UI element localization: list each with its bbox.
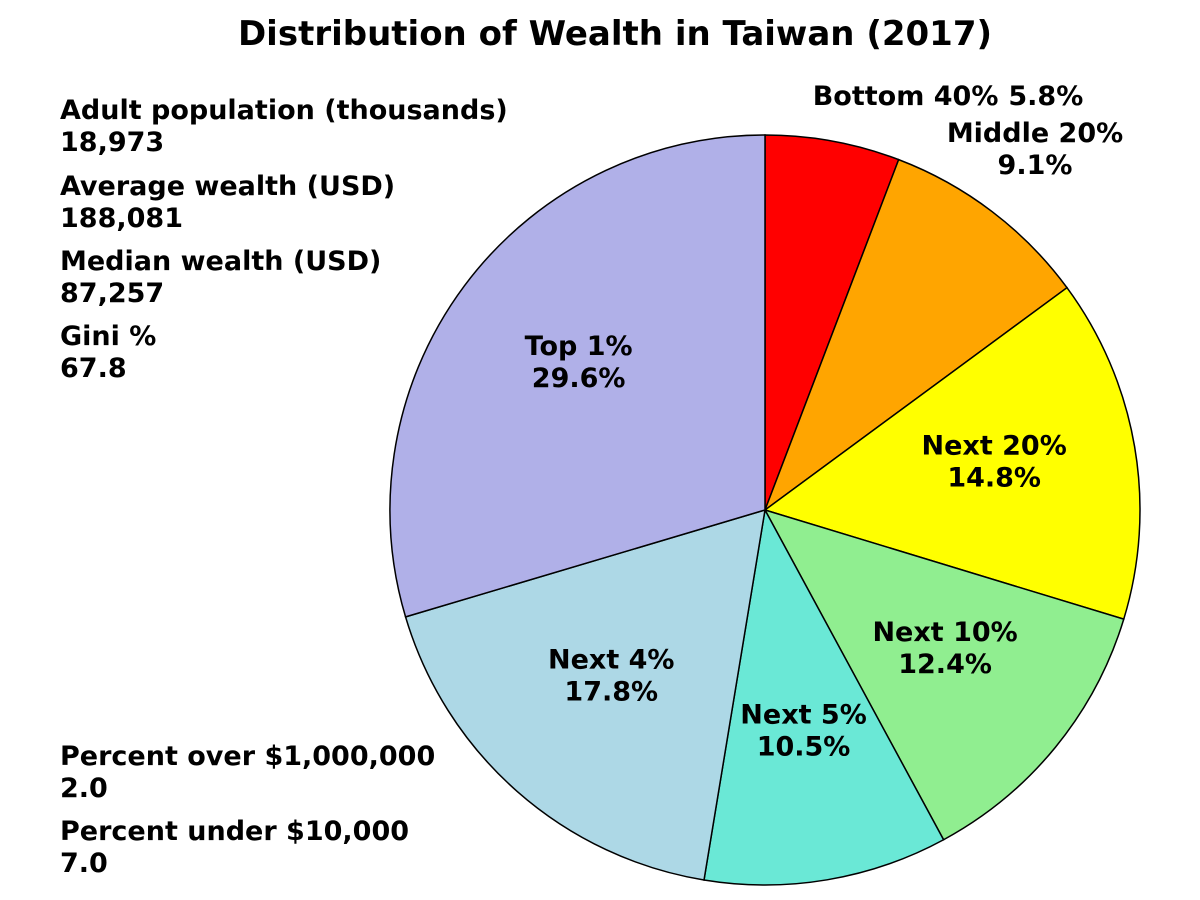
slice-value: 12.4%: [898, 649, 992, 680]
slice-value: 17.8%: [564, 676, 658, 707]
pie-slice: [389, 134, 766, 618]
stat-value: 7.0: [60, 848, 108, 879]
pie-slice: [404, 508, 766, 881]
slice-name: Middle 20%: [947, 118, 1123, 149]
slice-name: Bottom 40%: [813, 81, 999, 112]
stat-value: 18,973: [60, 127, 164, 158]
slice-value: 5.8%: [1008, 81, 1083, 112]
chart-title: Distribution of Wealth in Taiwan (2017): [238, 14, 992, 54]
slice-value: 10.5%: [757, 731, 851, 762]
stat-label: Average wealth (USD): [60, 171, 395, 202]
slice-name: Next 20%: [922, 431, 1067, 462]
slice-value: 9.1%: [998, 150, 1073, 181]
slice-name: Next 4%: [548, 644, 674, 675]
slice-name: Next 10%: [872, 617, 1017, 648]
stat-label: Percent over $1,000,000: [60, 741, 435, 772]
stat-value: 87,257: [60, 278, 164, 309]
stat-label: Gini %: [60, 321, 156, 352]
pie-slice: [703, 507, 945, 886]
pie-slice: [763, 508, 1125, 841]
slice-label: Bottom 40% 5.8%: [813, 81, 1084, 112]
stat-label: Adult population (thousands): [60, 95, 508, 126]
pie-slice: [763, 158, 1069, 513]
slice-value: 29.6%: [532, 363, 626, 394]
slice-name: Top 1%: [525, 331, 633, 362]
stat-label: Percent under $10,000: [60, 816, 409, 847]
stat-value: 188,081: [60, 203, 183, 234]
pie-slice: [763, 286, 1141, 621]
slice-value: 14.8%: [947, 463, 1041, 494]
slice-name: Next 5%: [740, 699, 866, 730]
stat-value: 2.0: [60, 773, 108, 804]
stat-label: Median wealth (USD): [60, 246, 381, 277]
stat-value: 67.8: [60, 353, 127, 384]
pie-slice: [764, 134, 900, 511]
